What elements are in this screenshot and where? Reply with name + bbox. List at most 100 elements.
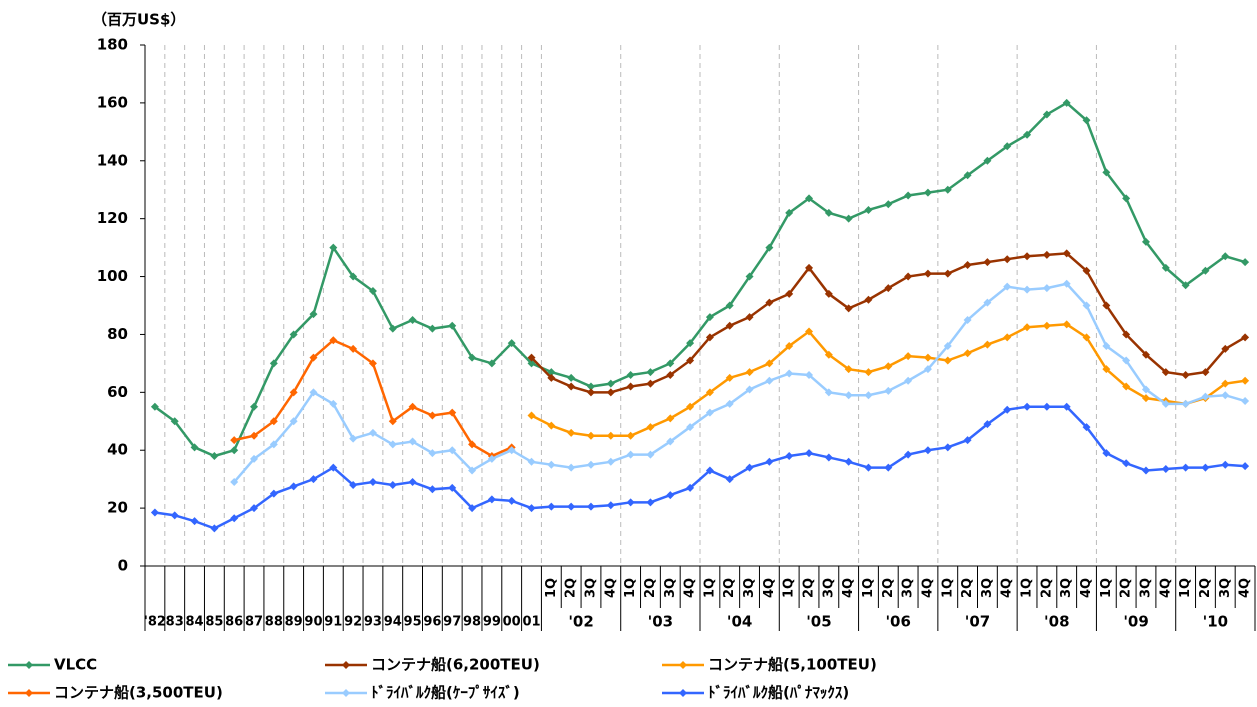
data-point [686,356,695,365]
x-tick-label: 3Q [1138,578,1153,598]
data-point [963,260,972,269]
data-point [606,379,615,388]
data-point [1023,402,1032,411]
data-point [805,370,814,379]
data-point [666,491,675,500]
data-point [646,423,655,432]
x-group-label: '05 [806,613,831,631]
data-point [408,478,417,487]
data-point [368,478,377,487]
data-point [686,423,695,432]
x-tick-label: 2Q [564,578,579,598]
data-point [230,478,239,487]
data-point [606,501,615,510]
data-point [824,208,833,217]
data-point [1003,142,1012,151]
data-point [349,272,358,281]
data-point [606,457,615,466]
data-point [626,431,635,440]
data-point [824,453,833,462]
x-tick-label: 95 [404,615,422,630]
data-point [1062,249,1071,258]
data-point [923,446,932,455]
data-point [1241,376,1250,385]
data-point [923,353,932,362]
data-point [230,446,239,455]
x-tick-label: 83 [166,615,184,630]
data-point [904,352,913,361]
data-point [1102,342,1111,351]
data-point [1181,370,1190,379]
x-tick-label: 1Q [1020,578,1035,598]
data-point [1221,344,1230,353]
data-point [567,502,576,511]
data-point [884,200,893,209]
data-point [269,440,278,449]
data-point [1161,368,1170,377]
x-tick-label: 4Q [1000,578,1015,598]
y-tick-label: 20 [107,499,128,517]
data-point [408,402,417,411]
legend-label: ﾄﾞﾗｲﾊﾞﾙｸ船(ﾊﾟﾅﾏｯｸｽ) [708,684,849,702]
data-point [805,449,814,458]
x-tick-label: 93 [364,615,382,630]
legend-label: コンテナ船(6,200TEU) [371,656,540,674]
data-point [725,321,734,330]
data-point [1221,460,1230,469]
series-line [233,282,1246,483]
data-point [408,437,417,446]
x-tick-label: 88 [265,615,283,630]
data-point [1062,320,1071,329]
data-point [805,263,814,272]
data-point [527,457,536,466]
data-point [309,388,318,397]
x-tick-label: 1Q [1099,578,1114,598]
x-tick-label: 1Q [1178,578,1193,598]
data-point [487,454,496,463]
x-tick-label: 2Q [1039,578,1054,598]
x-tick-label: 3Q [742,578,757,598]
legend-label: VLCC [54,656,97,674]
data-point [190,443,199,452]
data-point [824,289,833,298]
data-point [1221,391,1230,400]
data-point [210,524,219,533]
data-point [1141,350,1150,359]
data-point [705,313,714,322]
y-tick-label: 0 [118,557,128,575]
data-point [824,388,833,397]
data-point [1062,98,1071,107]
data-point [567,382,576,391]
y-tick-label: 100 [97,267,128,285]
data-point [1161,263,1170,272]
legend-marker [342,689,350,697]
data-point [1023,323,1032,332]
data-point [329,243,338,252]
data-point [1003,333,1012,342]
data-point [1241,258,1250,267]
data-point [309,475,318,484]
x-tick-label: 94 [384,615,402,630]
x-tick-label: 2Q [1198,578,1213,598]
data-point [1122,356,1131,365]
data-point [646,450,655,459]
data-point [586,502,595,511]
data-point [1082,116,1091,125]
data-point [547,460,556,469]
data-point [1201,463,1210,472]
data-point [705,388,714,397]
data-point [428,485,437,494]
data-point [349,434,358,443]
data-point [468,440,477,449]
data-point [1181,399,1190,408]
data-point [289,388,298,397]
x-tick-label: 1Q [623,578,638,598]
x-tick-label: 00 [503,615,521,630]
data-point [725,373,734,382]
data-point [844,365,853,374]
data-point [626,450,635,459]
x-tick-label: 86 [225,615,243,630]
data-point [606,431,615,440]
x-tick-label: 3Q [1218,578,1233,598]
